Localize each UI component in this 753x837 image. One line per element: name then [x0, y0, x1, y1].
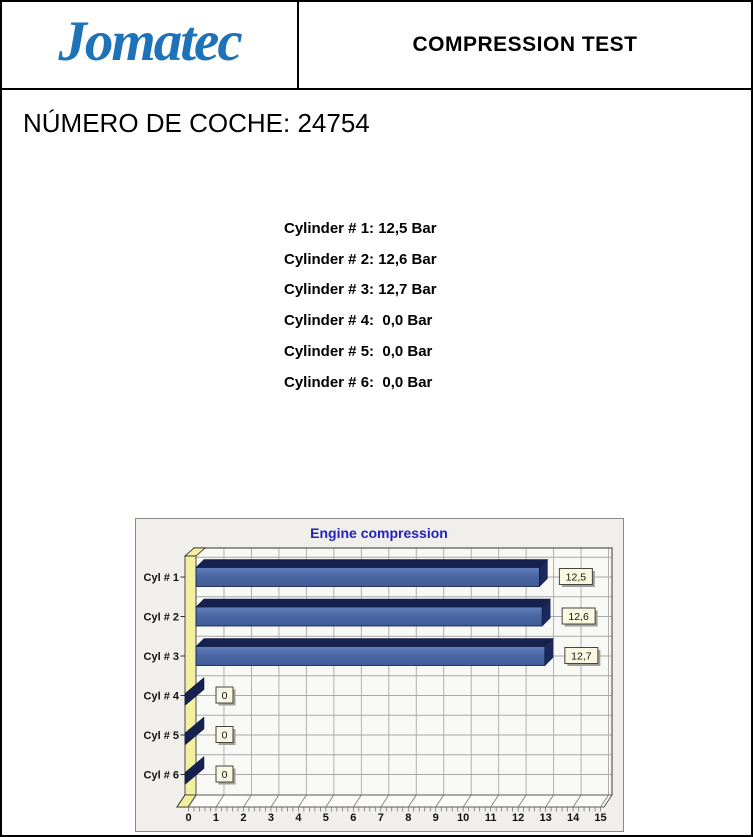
cylinder-reading: Cylinder # 3: 12,7 Bar — [284, 281, 437, 299]
tick-major — [517, 794, 527, 808]
value-box-label: 0 — [222, 690, 228, 702]
value-box — [215, 686, 234, 704]
plot-area — [196, 548, 612, 795]
y-category-label: Cyl # 3 — [144, 651, 179, 663]
value-box-label: 0 — [222, 730, 228, 742]
tick-major — [270, 794, 280, 808]
x-tick-label: 10 — [457, 812, 469, 824]
x-tick-label: 11 — [485, 812, 497, 824]
value-box-label: 12,5 — [566, 572, 587, 584]
tick-major — [380, 794, 390, 808]
value-box — [215, 726, 234, 743]
value-box-label: 12,6 — [568, 611, 589, 623]
y-category-label: Cyl # 6 — [144, 770, 179, 782]
tick-major — [462, 794, 472, 808]
x-tick-label: 9 — [433, 812, 439, 824]
y-category-label: Cyl # 2 — [144, 612, 179, 624]
cylinder-reading: Cylinder # 4: 0,0 Bar — [284, 312, 433, 330]
bar-zero-stub — [184, 716, 205, 746]
tick-major — [243, 794, 252, 808]
value-box — [215, 765, 234, 783]
y-category-label: Cyl # 1 — [144, 572, 179, 584]
value-box — [564, 647, 599, 664]
x-tick-label: 4 — [295, 812, 302, 824]
plot-border — [193, 547, 613, 795]
value-box — [558, 568, 593, 585]
x-tick-label: 6 — [350, 812, 356, 824]
cylinder-reading: Cylinder # 5: 0,0 Bar — [284, 342, 433, 360]
axis-wall-base — [176, 794, 197, 808]
tick-major — [600, 794, 609, 808]
report-header: Jomatec COMPRESSION TEST — [2, 2, 751, 90]
y-category-label: Cyl # 5 — [144, 730, 179, 742]
cylinder-reading: Cylinder # 1: 12,5 Bar — [284, 220, 437, 237]
tick-major — [215, 794, 225, 808]
tick-major — [572, 794, 582, 808]
tick-major — [325, 794, 335, 808]
value-box-label: 12,7 — [571, 651, 592, 663]
bar-top-face — [195, 559, 549, 568]
cylinder-readings: Cylinder # 1: 12,5 Bar Cylinder # 2: 12,6… — [284, 214, 437, 398]
jomatec-logo: Jomatec — [58, 9, 242, 73]
bar — [195, 646, 546, 666]
x-tick-label: 12 — [512, 812, 524, 824]
chart-title: Engine compression — [310, 525, 448, 541]
tick-major — [407, 794, 417, 808]
cylinder-reading: Cylinder # 2: 12,6 Bar — [284, 250, 437, 268]
bar-top-face — [195, 638, 554, 647]
tick-major — [435, 794, 445, 808]
bar — [195, 606, 543, 627]
bar-zero-stub — [184, 676, 205, 707]
bar — [195, 567, 540, 587]
x-tick-label: 8 — [405, 812, 411, 824]
x-tick-label: 3 — [268, 812, 274, 824]
tick-major — [298, 794, 307, 808]
axis-wall — [184, 555, 197, 796]
report-title: COMPRESSION TEST — [412, 33, 638, 56]
tick-major — [352, 794, 362, 808]
x-tick-label: 13 — [539, 812, 551, 824]
car-number-label: NÚMERO DE COCHE: 24754 — [23, 108, 370, 138]
x-tick-label: 14 — [567, 812, 580, 824]
x-tick-label: 15 — [594, 812, 606, 824]
bar-top-face — [195, 598, 551, 608]
x-tick-label: 7 — [378, 812, 384, 824]
x-tick-label: 1 — [213, 812, 219, 824]
logo-cell: Jomatec — [2, 2, 299, 88]
title-cell: COMPRESSION TEST — [299, 2, 751, 88]
x-tick-label: 0 — [185, 812, 191, 824]
value-box — [561, 607, 596, 625]
tick-major — [490, 794, 500, 808]
y-category-label: Cyl # 4 — [144, 691, 180, 703]
x-tick-label: 2 — [240, 812, 246, 824]
cylinder-reading: Cylinder # 6: 0,0 Bar — [284, 373, 433, 391]
bar-zero-stub — [184, 755, 205, 786]
tick-major — [188, 794, 197, 808]
value-box-label: 0 — [222, 769, 228, 781]
x-tick-label: 5 — [323, 812, 329, 824]
tick-major — [545, 794, 554, 808]
